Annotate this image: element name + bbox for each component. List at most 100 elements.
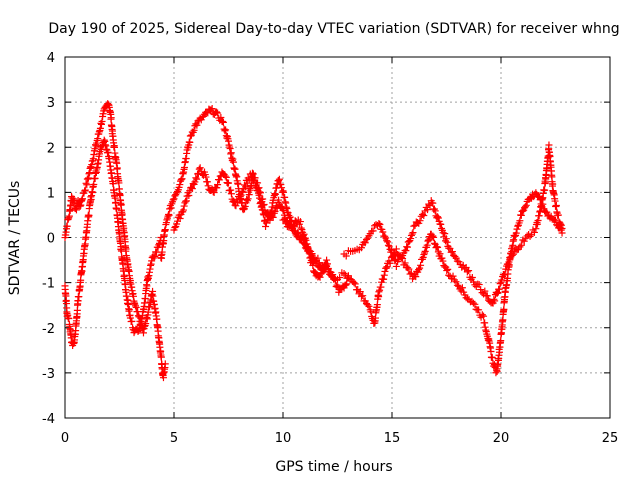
- data-point: [417, 261, 425, 269]
- data-point: [453, 281, 461, 289]
- data-point: [251, 174, 259, 182]
- data-point: [177, 176, 185, 184]
- data-point: [478, 311, 486, 319]
- data-points: [61, 100, 566, 382]
- data-point: [488, 354, 496, 362]
- data-point: [434, 213, 442, 221]
- data-point: [385, 242, 393, 250]
- data-point: [430, 233, 438, 241]
- data-point: [436, 250, 444, 258]
- data-point: [254, 179, 262, 187]
- data-point: [496, 280, 504, 288]
- data-point: [219, 118, 227, 126]
- data-point: [202, 173, 210, 181]
- data-point: [280, 207, 288, 215]
- data-point: [452, 254, 460, 262]
- data-point: [131, 302, 139, 310]
- data-point: [530, 228, 538, 236]
- x-tick-labels: 0 5 10 15 20 25: [61, 431, 618, 446]
- data-point: [357, 244, 365, 252]
- data-point: [463, 268, 471, 276]
- data-point: [165, 211, 173, 219]
- data-point: [552, 216, 559, 224]
- data-point: [421, 249, 429, 257]
- data-point: [554, 211, 562, 219]
- data-point: [441, 230, 449, 238]
- data-point: [516, 243, 524, 251]
- chart-title: Day 190 of 2025, Sidereal Day-to-day VTE…: [48, 21, 619, 37]
- data-point: [179, 206, 187, 214]
- series-points: [61, 136, 165, 350]
- data-point: [381, 232, 389, 240]
- data-point: [208, 105, 216, 113]
- data-point: [407, 232, 415, 240]
- data-point: [132, 303, 140, 311]
- x-tick-label: 20: [493, 431, 510, 446]
- data-point: [221, 127, 229, 135]
- y-tick-label: -1: [42, 277, 55, 292]
- data-point: [380, 275, 388, 283]
- data-point: [304, 243, 312, 251]
- data-point: [506, 256, 514, 264]
- data-point: [210, 189, 218, 197]
- data-point: [448, 248, 456, 256]
- data-point: [508, 251, 516, 259]
- data-point: [197, 167, 205, 175]
- y-axis-label: SDTVAR / TECUs: [7, 181, 23, 296]
- data-point: [383, 263, 391, 271]
- data-point: [405, 238, 413, 246]
- data-point: [487, 348, 495, 356]
- data-point: [203, 178, 211, 186]
- data-point: [262, 223, 270, 231]
- data-point: [406, 270, 414, 278]
- data-point: [222, 126, 230, 134]
- data-point: [434, 243, 442, 251]
- data-point: [242, 183, 250, 191]
- data-point: [81, 187, 89, 195]
- data-point: [514, 222, 522, 230]
- data-point: [402, 247, 410, 255]
- data-point: [323, 263, 331, 271]
- data-point: [337, 286, 345, 294]
- data-point: [115, 179, 123, 187]
- data-point: [449, 272, 457, 280]
- series-points: [170, 164, 331, 281]
- y-tick-label: 2: [47, 141, 55, 156]
- data-point: [451, 252, 459, 260]
- data-point: [225, 179, 232, 187]
- data-point: [63, 222, 71, 230]
- data-point: [469, 299, 477, 307]
- data-point: [308, 258, 316, 266]
- data-point: [271, 190, 279, 198]
- data-point: [494, 288, 502, 296]
- data-point: [416, 217, 424, 225]
- data-point: [408, 230, 416, 238]
- data-point: [409, 229, 417, 237]
- x-tick-label: 15: [384, 431, 401, 446]
- data-point: [176, 181, 184, 189]
- y-tick-label: -2: [42, 322, 55, 337]
- data-point: [434, 214, 442, 222]
- data-point: [323, 256, 331, 264]
- data-point: [375, 219, 383, 227]
- data-point: [552, 201, 560, 209]
- data-point: [407, 235, 415, 243]
- data-point: [545, 141, 553, 149]
- data-point: [502, 265, 510, 273]
- data-point: [113, 205, 121, 213]
- data-point: [481, 287, 489, 295]
- data-point: [420, 251, 428, 259]
- data-point: [117, 247, 125, 255]
- data-point: [249, 170, 257, 178]
- data-point: [493, 289, 501, 297]
- y-tick-label: 3: [47, 96, 55, 111]
- data-point: [136, 320, 144, 328]
- data-point: [517, 241, 525, 249]
- data-point: [342, 281, 350, 289]
- data-point: [382, 264, 390, 272]
- data-point: [239, 188, 247, 196]
- data-point: [241, 202, 249, 210]
- data-point: [520, 237, 528, 245]
- data-point: [220, 125, 228, 133]
- data-point: [188, 185, 196, 193]
